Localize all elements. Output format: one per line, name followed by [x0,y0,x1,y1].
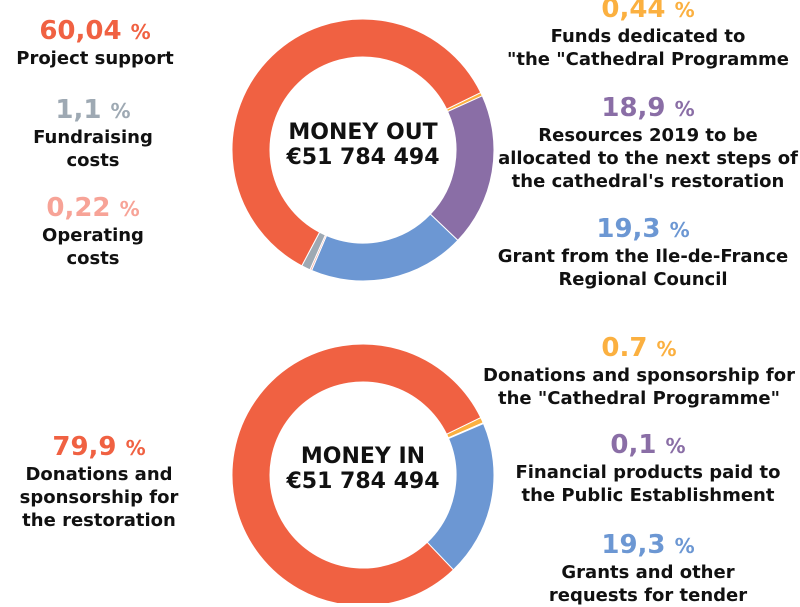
label-funds-cathedral-programme: 0,44 % Funds dedicated to "the "Cathedra… [506,0,790,70]
money-out-total: €51 784 494 [285,145,439,170]
donut-segment-out-2 [310,213,459,282]
money-in-total: €51 784 494 [285,469,439,494]
donut-segment-in-3 [231,343,482,603]
money-out-donut [231,18,495,282]
label-donations-cathedral-programme: 0.7 % Donations and sponsorship for the … [483,333,795,409]
label-grant-ile-de-france: 19,3 % Grant from the Ile-de-France Regi… [497,214,789,290]
label-donations-restoration: 79,9 % Donations and sponsorship for the… [19,432,179,531]
money-out-title: MONEY OUT [288,120,437,145]
label-resources-2019: 18,9 % Resources 2019 to be allocated to… [498,93,798,192]
donut-segment-out-5 [231,18,482,267]
label-grants-tender: 19,3 % Grants and other requests for ten… [548,530,748,606]
label-project-support: 60,04 % Project support [16,16,174,69]
donut-segment-in-2 [426,422,495,571]
label-operating-costs: 0,22 % Operating costs [42,193,144,269]
money-in-donut [231,343,495,603]
money-in-title: MONEY IN [301,444,425,469]
label-fundraising-costs: 1,1 % Fundraising costs [33,95,153,171]
label-financial-products: 0,1 % Financial products paid to the Pub… [515,430,781,506]
donut-segment-out-1 [429,95,495,242]
